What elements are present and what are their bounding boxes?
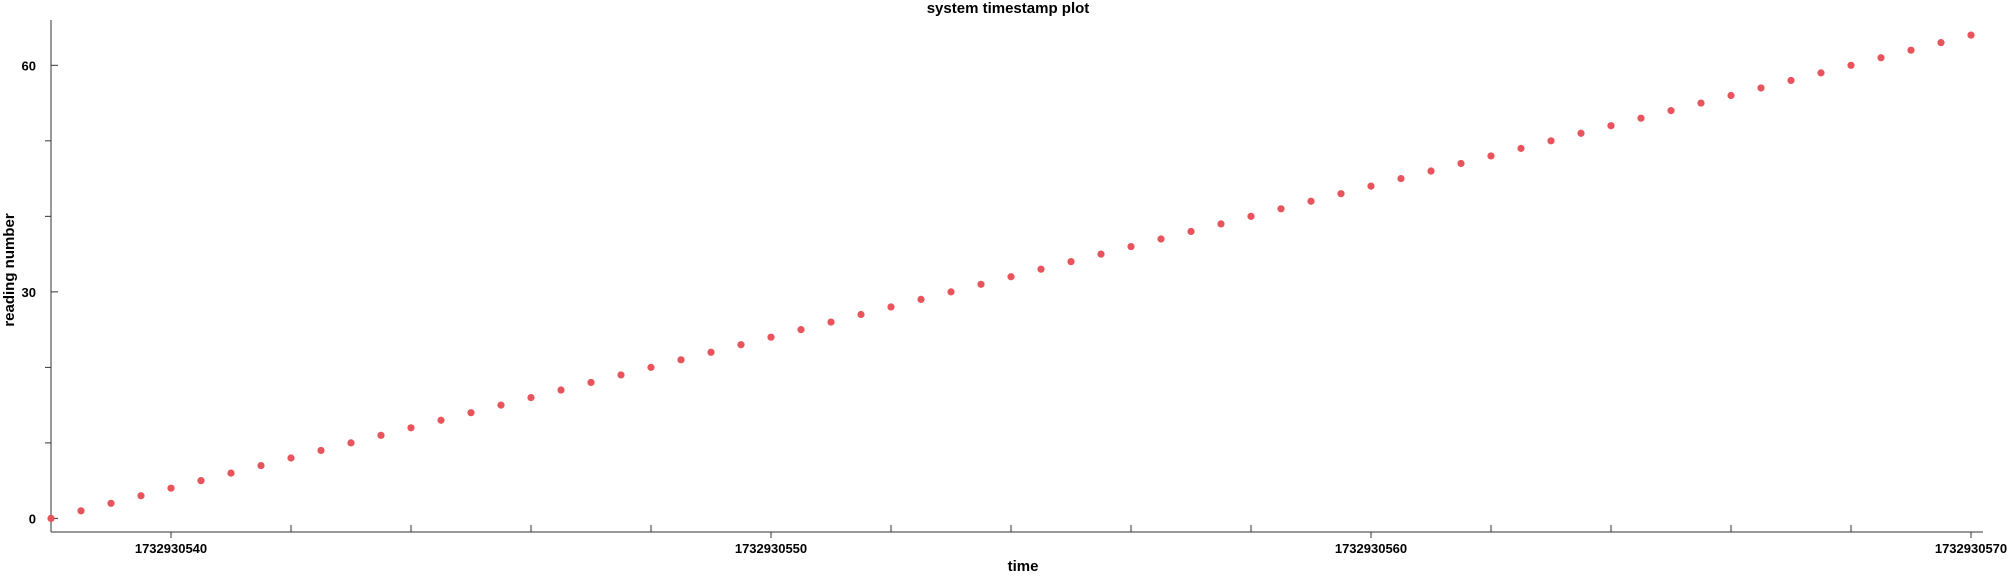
data-point xyxy=(917,295,925,304)
data-point xyxy=(1697,99,1705,107)
data-point xyxy=(1517,144,1525,152)
data-point xyxy=(587,378,595,387)
data-point xyxy=(677,356,685,364)
x-tick-label: 1732930560 xyxy=(1335,541,1407,556)
data-point xyxy=(107,499,115,507)
data-point xyxy=(1427,167,1435,175)
data-point xyxy=(287,454,295,462)
data-point xyxy=(47,514,55,523)
data-point xyxy=(737,341,745,349)
data-point xyxy=(1367,182,1375,190)
data-point xyxy=(1937,39,1945,47)
data-point xyxy=(527,393,535,402)
axes: 1732930540 1732930550 1732930560 1732930570… xyxy=(22,20,2007,556)
data-point xyxy=(1907,46,1915,54)
data-point xyxy=(77,507,85,515)
data-point xyxy=(347,439,355,447)
data-point xyxy=(767,333,775,341)
data-point xyxy=(497,401,505,409)
data-point xyxy=(1547,137,1555,145)
data-point xyxy=(647,363,655,371)
data-point xyxy=(317,446,325,455)
data-point xyxy=(1757,84,1765,92)
y-axis-label: reading number xyxy=(1,213,18,327)
data-point xyxy=(857,310,865,319)
data-point xyxy=(1967,31,1975,39)
data-point xyxy=(1217,220,1225,228)
data-point xyxy=(227,469,235,477)
data-point xyxy=(1457,159,1465,168)
data-point xyxy=(407,424,415,432)
data-point xyxy=(1097,250,1105,258)
data-point xyxy=(467,409,475,417)
data-point xyxy=(1127,242,1135,251)
data-point xyxy=(947,288,955,296)
data-point xyxy=(1067,258,1075,266)
data-point xyxy=(257,461,265,470)
data-point xyxy=(1307,197,1315,205)
data-point xyxy=(1817,69,1825,77)
data-point xyxy=(1727,91,1735,100)
data-point xyxy=(1187,227,1195,236)
data-point xyxy=(197,477,205,485)
data-point xyxy=(1607,122,1615,130)
y-tick-label: 60 xyxy=(22,58,36,73)
data-point xyxy=(1007,273,1015,281)
data-point xyxy=(1337,190,1345,198)
data-point xyxy=(977,280,985,288)
data-point xyxy=(167,484,175,492)
x-tick-label: 1732930540 xyxy=(135,541,207,556)
data-point xyxy=(437,416,445,424)
data-point xyxy=(827,318,835,326)
x-axis-label: time xyxy=(1008,558,1039,575)
data-point xyxy=(1877,54,1885,62)
data-point xyxy=(557,386,565,394)
data-point xyxy=(617,371,625,379)
x-tick-label: 1732930570 xyxy=(1935,541,2007,556)
data-point xyxy=(1247,212,1255,220)
data-point xyxy=(1487,152,1495,160)
data-point xyxy=(1157,235,1165,243)
data-point xyxy=(797,326,805,334)
y-tick-label: 30 xyxy=(22,285,36,300)
data-point xyxy=(1037,265,1045,273)
data-point xyxy=(1847,61,1855,69)
data-point xyxy=(707,348,715,356)
data-point xyxy=(137,492,145,500)
y-tick-label: 0 xyxy=(29,511,36,526)
data-point xyxy=(1637,114,1645,122)
data-point xyxy=(1397,174,1405,183)
data-point xyxy=(377,431,385,439)
data-point xyxy=(1577,129,1585,137)
chart-title: system timestamp plot xyxy=(927,0,1090,17)
x-tick-label: 1732930550 xyxy=(735,541,807,556)
data-point xyxy=(1667,107,1675,115)
data-point xyxy=(1277,205,1285,213)
data-point xyxy=(1787,76,1795,85)
data-points xyxy=(47,31,1975,523)
data-point xyxy=(887,303,895,311)
